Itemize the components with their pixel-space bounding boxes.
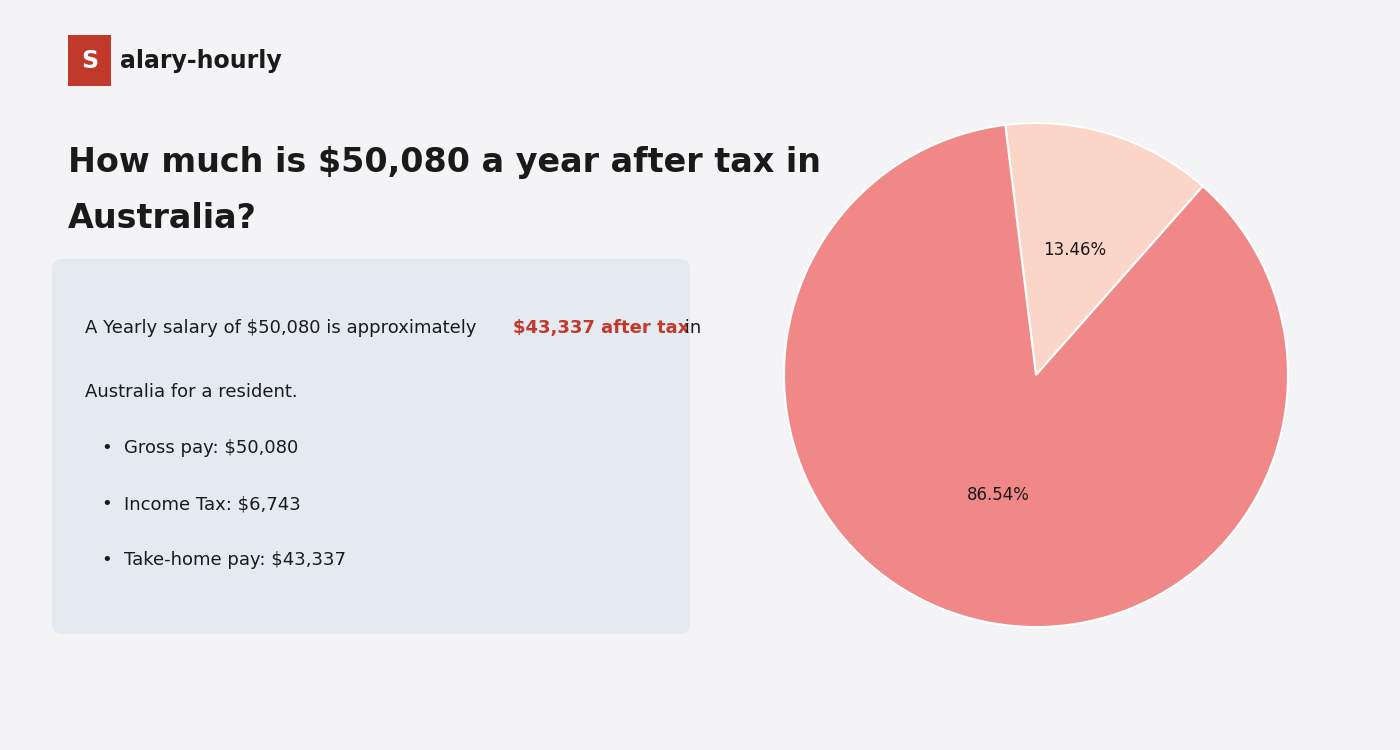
- FancyBboxPatch shape: [69, 35, 111, 86]
- Text: $43,337 after tax: $43,337 after tax: [514, 319, 690, 337]
- Text: in: in: [679, 319, 701, 337]
- Text: Australia for a resident.: Australia for a resident.: [85, 382, 297, 400]
- Text: Gross pay: $50,080: Gross pay: $50,080: [125, 439, 298, 457]
- Text: Income Tax: $6,743: Income Tax: $6,743: [125, 495, 301, 513]
- Text: Australia?: Australia?: [69, 202, 258, 236]
- Text: •: •: [101, 495, 112, 513]
- FancyBboxPatch shape: [52, 259, 690, 634]
- Text: •: •: [101, 551, 112, 569]
- Text: •: •: [101, 439, 112, 457]
- Wedge shape: [1005, 123, 1203, 375]
- Text: A Yearly salary of $50,080 is approximately: A Yearly salary of $50,080 is approximat…: [85, 319, 482, 337]
- Text: S: S: [81, 49, 98, 73]
- Text: 13.46%: 13.46%: [1043, 241, 1106, 259]
- Wedge shape: [784, 125, 1288, 627]
- Text: How much is $50,080 a year after tax in: How much is $50,080 a year after tax in: [69, 146, 822, 179]
- Text: Take-home pay: $43,337: Take-home pay: $43,337: [125, 551, 346, 569]
- Text: alary-hourly: alary-hourly: [119, 49, 281, 73]
- Text: 86.54%: 86.54%: [967, 486, 1030, 504]
